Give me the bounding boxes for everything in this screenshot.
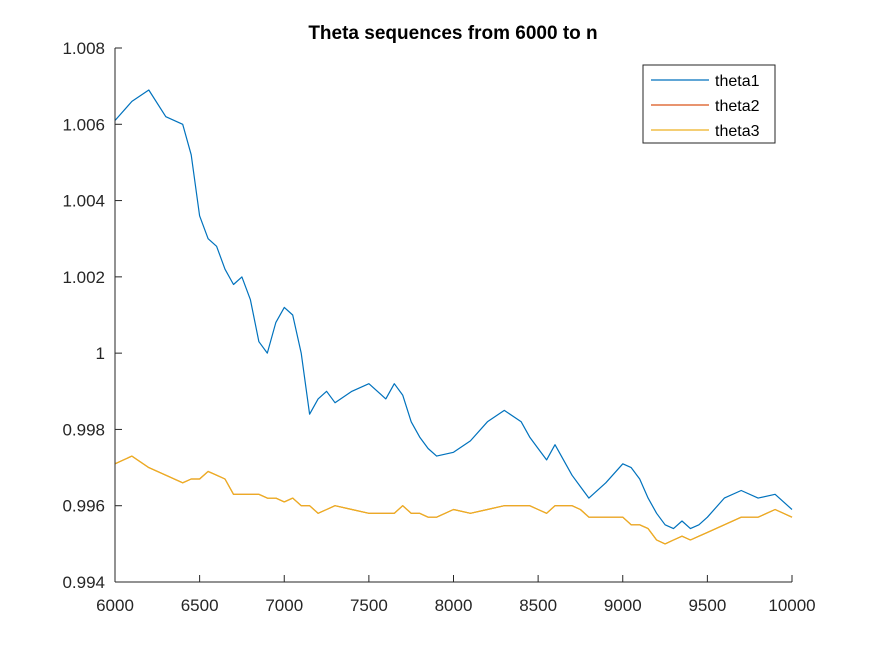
x-tick-label: 6500 xyxy=(181,596,219,615)
legend-label-theta3: theta3 xyxy=(715,123,760,140)
chart-title: Theta sequences from 6000 to n xyxy=(308,23,597,44)
y-tick-label: 1.008 xyxy=(62,39,105,58)
y-tick-label: 0.994 xyxy=(62,573,105,592)
y-tick-label: 1.002 xyxy=(62,268,105,287)
y-tick-label: 0.996 xyxy=(62,497,105,516)
x-tick-label: 7000 xyxy=(265,596,303,615)
x-tick-label: 9500 xyxy=(688,596,726,615)
x-tick-label: 8500 xyxy=(519,596,557,615)
y-tick-label: 0.998 xyxy=(62,420,105,439)
legend-label-theta2: theta2 xyxy=(715,98,760,115)
y-tick-label: 1.004 xyxy=(62,192,105,211)
axes: 6000 6500 7000 7500 8000 8500 9000 9500 10000 0.9… xyxy=(62,39,815,615)
x-tick-label: 6000 xyxy=(96,596,134,615)
series-line-theta1 xyxy=(114,89,793,530)
plot-area xyxy=(114,89,793,545)
y-tick-label: 1.006 xyxy=(62,115,105,134)
x-tick-label: 10000 xyxy=(768,596,815,615)
legend: theta1 theta2 theta3 xyxy=(642,64,776,144)
x-tick-label: 8000 xyxy=(435,596,473,615)
x-tick-label: 7500 xyxy=(350,596,388,615)
x-tick-label: 9000 xyxy=(604,596,642,615)
series-line-theta3 xyxy=(114,455,793,545)
legend-label-theta1: theta1 xyxy=(715,73,760,90)
y-tick-label: 1 xyxy=(96,344,105,363)
